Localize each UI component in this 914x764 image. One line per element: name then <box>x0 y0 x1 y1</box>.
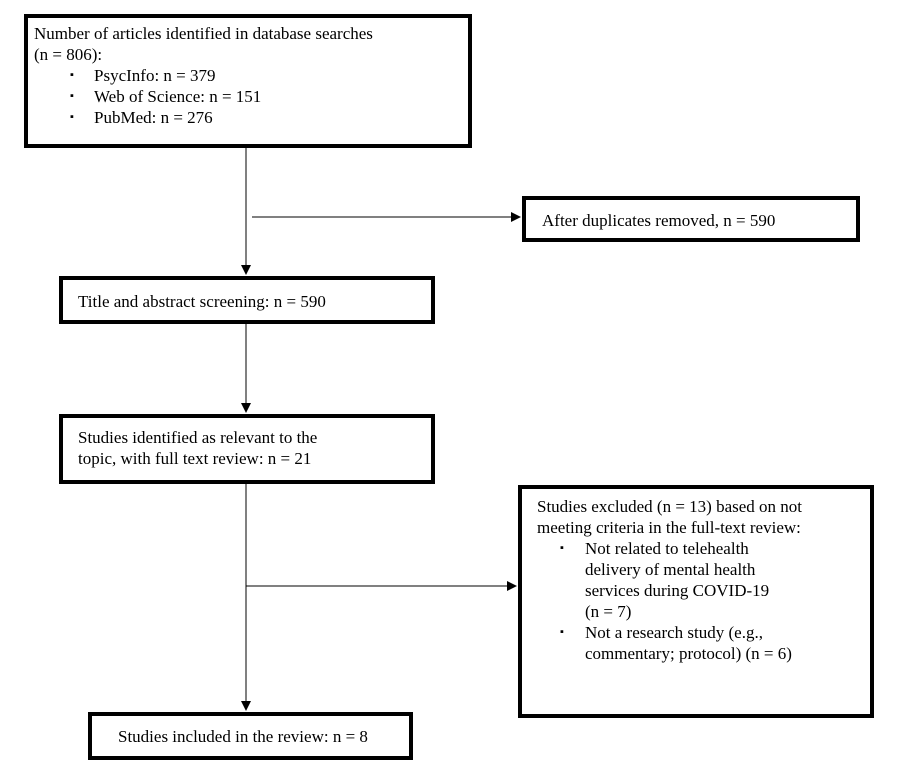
source-item: ▪ Web of Science: n = 151 <box>34 86 460 107</box>
exclusion-reason: ▪ Not a research study (e.g., commentary… <box>537 622 862 664</box>
excluded-studies-box: Studies excluded (n = 13) based on not m… <box>518 485 874 718</box>
search-source-list: ▪ PsycInfo: n = 379 ▪ Web of Science: n … <box>34 65 460 128</box>
full-text-review-box: Studies identified as relevant to the to… <box>59 414 435 484</box>
reason-line: (n = 7) <box>585 602 632 621</box>
duplicates-removed-box: After duplicates removed, n = 590 <box>522 196 860 242</box>
excluded-line-2: meeting criteria in the full-text review… <box>537 518 801 537</box>
source-label: Web of Science: n = 151 <box>94 87 262 106</box>
bullet-icon: ▪ <box>560 542 564 554</box>
source-item: ▪ PsycInfo: n = 379 <box>34 65 460 86</box>
relevant-line-2: topic, with full text review: n = 21 <box>78 449 312 468</box>
source-label: PsycInfo: n = 379 <box>94 66 216 85</box>
included-studies-box: Studies included in the review: n = 8 <box>88 712 413 760</box>
reason-line: services during COVID-19 <box>585 581 770 600</box>
excluded-line-1: Studies excluded (n = 13) based on not <box>537 497 803 516</box>
reason-line: Not a research study (e.g., <box>585 623 763 642</box>
exclusion-reason: ▪ Not related to telehealth delivery of … <box>537 538 862 622</box>
search-results-box: Number of articles identified in databas… <box>24 14 472 148</box>
screening-box: Title and abstract screening: n = 590 <box>59 276 435 324</box>
reason-line: commentary; protocol) (n = 6) <box>585 644 792 663</box>
exclusion-reason-list: ▪ Not related to telehealth delivery of … <box>537 538 862 664</box>
bullet-icon: ▪ <box>70 69 74 81</box>
search-total: (n = 806): <box>34 45 103 64</box>
source-item: ▪ PubMed: n = 276 <box>34 107 460 128</box>
included-text: Studies included in the review: n = 8 <box>118 727 368 746</box>
bullet-icon: ▪ <box>70 90 74 102</box>
source-label: PubMed: n = 276 <box>94 108 213 127</box>
relevant-line-1: Studies identified as relevant to the <box>78 428 318 447</box>
reason-line: delivery of mental health <box>585 560 756 579</box>
duplicates-text: After duplicates removed, n = 590 <box>542 211 776 230</box>
search-heading: Number of articles identified in databas… <box>34 24 373 43</box>
screening-text: Title and abstract screening: n = 590 <box>78 292 326 311</box>
bullet-icon: ▪ <box>70 111 74 123</box>
reason-line: Not related to telehealth <box>585 539 749 558</box>
bullet-icon: ▪ <box>560 626 564 638</box>
